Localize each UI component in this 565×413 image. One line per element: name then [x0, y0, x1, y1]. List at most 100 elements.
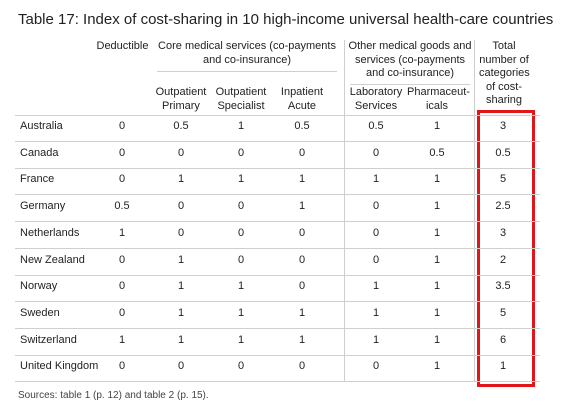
group-header: Core medical services (co-payments and c…	[158, 40, 336, 66]
cell: 0	[118, 360, 126, 373]
cell: 0	[237, 253, 245, 266]
cell: 0	[177, 200, 185, 213]
cell: 6	[499, 333, 507, 346]
cell: 1	[298, 333, 306, 346]
cell: 1	[177, 306, 185, 319]
cell: 1	[433, 306, 441, 319]
cell: 1	[433, 253, 441, 266]
row-rule	[15, 221, 540, 223]
cell: 2	[499, 253, 507, 266]
cell: 0	[177, 226, 185, 239]
cell: 3.5	[495, 280, 511, 293]
cell: 0.5	[368, 120, 384, 132]
cell: 1	[433, 226, 441, 239]
row-rule	[15, 381, 540, 383]
cell: 1	[118, 226, 126, 239]
cell: 0	[298, 226, 306, 239]
row-rule	[15, 194, 540, 196]
cell: 0	[118, 146, 126, 159]
cell: 1	[298, 306, 306, 319]
sub-header: Pharmaceut-icals	[407, 86, 470, 112]
cell: 1	[433, 120, 441, 132]
cell: 5	[499, 173, 507, 186]
group-header: Deductible	[96, 40, 149, 52]
group-header: Total number of categories of cost-shari…	[479, 40, 530, 106]
cell: 0.5	[114, 200, 130, 213]
country: United Kingdom	[20, 360, 99, 373]
cell: 1	[237, 173, 245, 186]
cell: 1	[372, 333, 380, 346]
country: Sweden	[20, 306, 60, 319]
cell: 1	[372, 280, 380, 293]
cell: 1	[372, 173, 380, 186]
cell: 1	[237, 306, 245, 319]
header-rule	[15, 115, 540, 116]
cell: 1	[433, 333, 441, 346]
cell: 0	[298, 253, 306, 266]
cell: 0	[372, 146, 380, 159]
row-rule	[15, 141, 540, 142]
cell: 0	[372, 226, 380, 239]
cell: 1	[118, 333, 126, 346]
country: Germany	[20, 200, 66, 213]
country: New Zealand	[20, 253, 85, 266]
row-rule	[15, 327, 540, 329]
cell: 0	[298, 360, 306, 373]
cell: 0	[237, 200, 245, 213]
group-underline	[350, 84, 470, 85]
sub-header: Laboratory Services	[349, 86, 403, 112]
sub-header: Outpatient Specialist	[215, 86, 267, 112]
row-rule	[15, 301, 540, 303]
cell: 5	[499, 306, 507, 319]
cell: 1	[372, 306, 380, 319]
cell: 0	[372, 360, 380, 373]
group-underline	[157, 71, 337, 72]
country: Norway	[20, 280, 58, 293]
group-header: Other medical goods and services (co-pay…	[348, 40, 472, 79]
country: France	[20, 173, 55, 186]
divider	[474, 40, 475, 382]
cell: 1	[177, 173, 185, 186]
cell: 1	[433, 280, 441, 293]
cell: 1	[433, 173, 441, 186]
cell: 0	[237, 226, 245, 239]
cell: 0	[298, 146, 306, 159]
cell: 3	[499, 226, 507, 239]
cell: 0	[118, 173, 126, 186]
cell: 1	[177, 280, 185, 293]
cell: 0	[372, 200, 380, 213]
sub-header: Inpatient Acute	[280, 86, 324, 112]
cell: 0	[237, 146, 245, 159]
cell: 0.5	[429, 146, 445, 159]
cell: 1	[237, 333, 245, 346]
title: Table 17: Index of cost-sharing in 10 hi…	[18, 11, 554, 28]
cell: 1	[177, 333, 185, 346]
country: Netherlands	[20, 226, 80, 239]
source: Sources: table 1 (p. 12) and table 2 (p.…	[18, 390, 209, 401]
row-rule	[15, 354, 540, 356]
cell: 0	[118, 253, 126, 266]
cell: 1	[298, 173, 306, 186]
cell: 0	[177, 360, 185, 373]
cell: 1	[237, 280, 245, 293]
cell: 1	[298, 200, 306, 213]
cell: 0	[118, 306, 126, 319]
cell: 1	[499, 360, 507, 373]
country: Switzerland	[20, 333, 77, 346]
cell: 2.5	[495, 200, 511, 213]
row-rule	[15, 274, 540, 276]
cell: 1	[177, 253, 185, 266]
cell: 0	[237, 360, 245, 373]
cell: 0	[372, 253, 380, 266]
cell: 1	[237, 120, 245, 132]
cell: 1	[433, 200, 441, 213]
cell: 0	[177, 146, 185, 159]
sub-header: Outpatient Primary	[155, 86, 207, 112]
country: Australia	[20, 120, 63, 132]
cell: 1	[433, 360, 441, 373]
cell: 0.5	[495, 146, 511, 159]
cell: 3	[499, 120, 507, 132]
country: Canada	[20, 146, 59, 159]
divider	[344, 40, 345, 382]
cell: 0	[118, 280, 126, 293]
